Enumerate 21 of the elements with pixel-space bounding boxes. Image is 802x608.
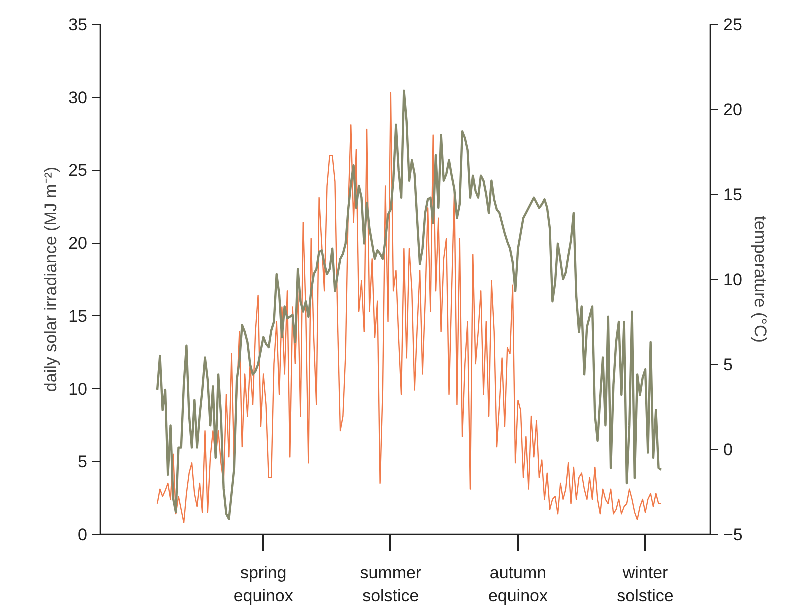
y-tick-label: 0 — [78, 526, 88, 544]
y-axis-title: daily solar irradiance (MJ m⁻²) — [42, 166, 61, 392]
x-tick-label: spring equinox — [234, 564, 294, 606]
y2-tick-label: 20 — [724, 100, 742, 120]
x-tick-label: summer solstice — [360, 564, 422, 606]
y-tick-label: 25 — [68, 161, 88, 180]
y-tick-label: 35 — [68, 16, 88, 34]
y2-tick-label: −5 — [724, 526, 743, 544]
x-tick-label: autumn equinox — [488, 564, 548, 606]
y2-tick-label: 10 — [724, 270, 742, 290]
y2-tick-label: 5 — [724, 356, 733, 374]
y2-tick-label: 15 — [724, 186, 742, 204]
y-tick-label: 10 — [68, 380, 88, 399]
y2-tick-label: 0 — [724, 440, 733, 460]
y2-axis-title: temperature (°C) — [750, 216, 770, 343]
y2-tick-label: 25 — [724, 16, 742, 34]
y-tick-label: 20 — [68, 234, 88, 254]
y-tick-label: 15 — [68, 306, 88, 326]
y-tick-label: 5 — [78, 452, 88, 472]
x-tick-label: winter solstice — [617, 564, 674, 606]
y-tick-label: 30 — [68, 88, 88, 108]
